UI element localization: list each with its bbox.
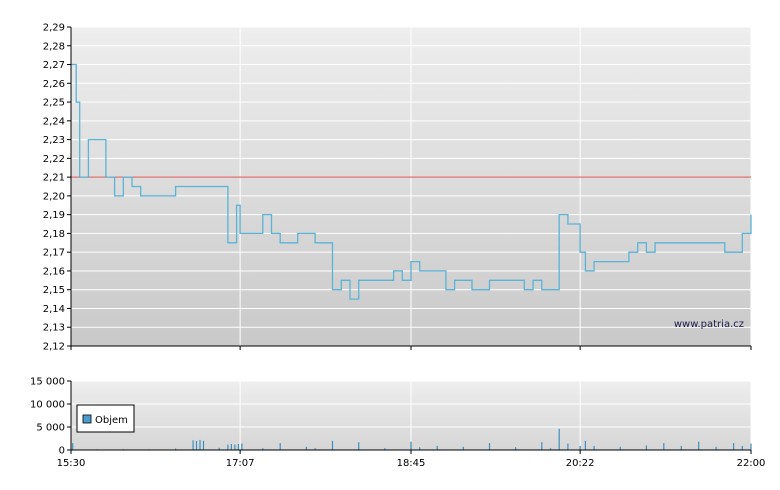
price-y-tick-label: 2,26: [43, 79, 65, 90]
volume-bar: [733, 443, 735, 450]
price-y-tick-label: 2,20: [43, 191, 65, 202]
volume-bar: [579, 445, 581, 450]
x-tick-label: 15:30: [57, 458, 86, 469]
volume-bar: [419, 447, 421, 450]
volume-y-tick-label: 5 000: [36, 423, 65, 434]
watermark: www.patria.cz: [674, 319, 744, 330]
volume-bar: [218, 447, 220, 450]
volume-bar: [305, 446, 307, 450]
x-tick-label: 20:22: [566, 458, 595, 469]
volume-y-tick-label: 10 000: [30, 400, 65, 411]
volume-bar: [279, 443, 281, 450]
volume-bar: [241, 443, 243, 450]
price-y-tick-label: 2,29: [43, 23, 65, 34]
volume-bar: [715, 446, 717, 450]
volume-bar: [741, 445, 743, 450]
volume-bar: [192, 440, 194, 450]
price-y-tick-label: 2,23: [43, 135, 65, 146]
price-y-axis: 2,12 2,13 2,14 2,15 2,16 2,17 2,18 2,19 2,20 2,21…: [43, 23, 71, 353]
volume-bar: [262, 448, 264, 450]
volume-y-tick-label: 15 000: [30, 377, 65, 388]
price-y-tick-label: 2,16: [43, 266, 65, 277]
volume-bar: [227, 444, 229, 450]
volume-bar: [593, 445, 595, 450]
price-x-ticks: [70, 346, 752, 350]
volume-bar: [384, 448, 386, 450]
volume-bars: [72, 428, 752, 450]
volume-bar: [237, 444, 239, 450]
volume-bar: [436, 445, 438, 450]
price-y-tick-label: 2,13: [43, 323, 65, 334]
price-y-tick-label: 2,15: [43, 285, 65, 296]
x-axis-ticks: 15:30 17:07 18:45 20:22 22:00: [57, 450, 766, 469]
volume-bar: [488, 443, 491, 450]
price-y-tick-label: 2,25: [43, 98, 65, 109]
volume-bar: [358, 442, 360, 450]
volume-panel: 0 5 000 10 000 15 000 15:30 17:07 18:45 20:22 2…: [30, 377, 765, 470]
volume-bar: [584, 440, 586, 450]
price-panel: 2,12 2,13 2,14 2,15 2,16 2,17 2,18 2,19 2,20 2,21…: [43, 23, 752, 353]
volume-bar: [549, 448, 552, 450]
volume-bar: [558, 428, 560, 450]
volume-bar: [567, 443, 569, 450]
volume-bar: [645, 445, 647, 450]
legend: Objem: [76, 404, 135, 433]
volume-bar: [750, 443, 752, 450]
volume-bar: [410, 441, 412, 450]
legend-label: Objem: [95, 415, 128, 426]
volume-bar: [195, 440, 198, 450]
volume-bar: [230, 444, 232, 450]
volume-bar: [680, 445, 682, 450]
price-y-tick-label: 2,22: [43, 154, 65, 165]
price-y-tick-label: 2,12: [43, 342, 65, 353]
volume-bar: [698, 441, 700, 450]
price-y-tick-label: 2,28: [43, 41, 65, 52]
price-y-tick-label: 2,14: [43, 304, 65, 315]
volume-bar: [515, 447, 517, 450]
x-tick-label: 22:00: [737, 458, 766, 469]
volume-bar: [462, 446, 464, 450]
price-y-tick-label: 2,18: [43, 229, 65, 240]
price-y-tick-label: 2,24: [43, 116, 65, 127]
volume-bar: [202, 440, 205, 450]
volume-bar: [619, 446, 621, 450]
volume-y-tick-label: 0: [59, 446, 65, 457]
volume-y-axis: 0 5 000 10 000 15 000: [30, 377, 71, 457]
volume-bar: [175, 448, 177, 450]
volume-bar: [234, 444, 236, 450]
legend-swatch: [82, 414, 92, 424]
price-y-tick-label: 2,21: [43, 173, 65, 184]
price-y-tick-label: 2,19: [43, 210, 65, 221]
volume-bar: [199, 439, 201, 450]
price-line: [71, 63, 752, 300]
volume-bar: [72, 443, 74, 450]
volume-bar: [663, 443, 665, 450]
volume-bar: [314, 448, 316, 450]
price-y-tick-label: 2,17: [43, 248, 65, 259]
x-tick-label: 17:07: [226, 458, 255, 469]
volume-bar: [331, 440, 334, 450]
volume-bar: [541, 442, 543, 450]
x-tick-label: 18:45: [397, 458, 426, 469]
price-y-tick-label: 2,27: [43, 60, 65, 71]
